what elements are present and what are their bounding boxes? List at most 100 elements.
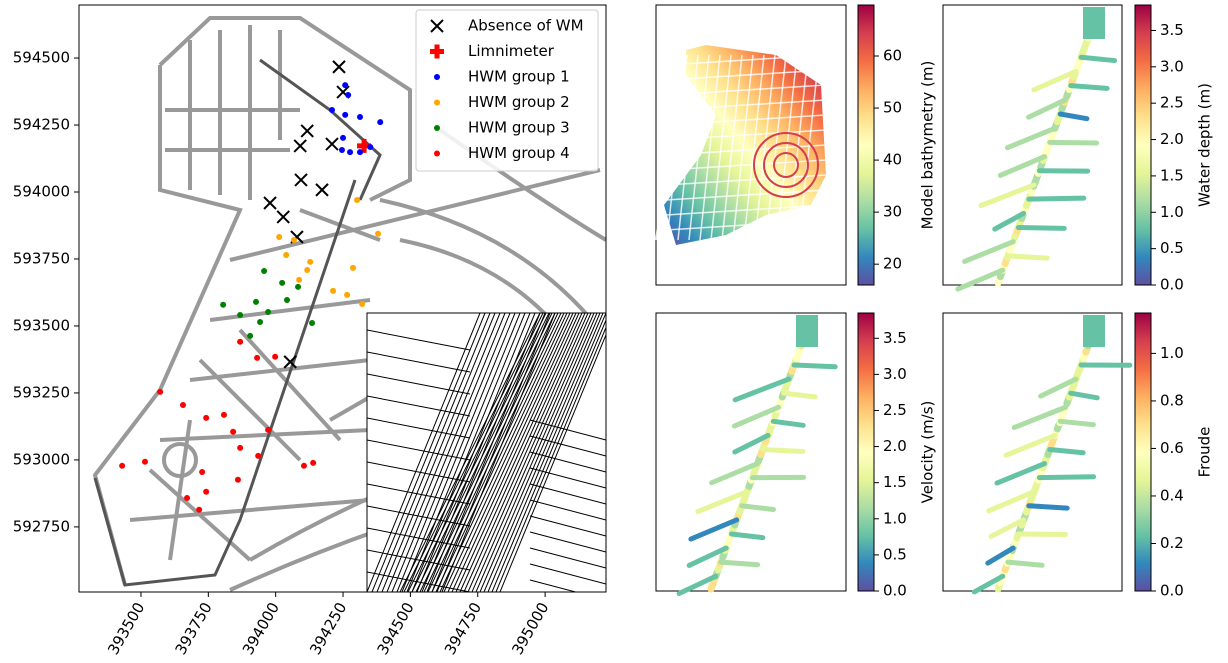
- street: [1015, 225, 1067, 231]
- data-point: [357, 149, 364, 156]
- data-point: [196, 506, 203, 513]
- data-point: [291, 236, 298, 243]
- mesh-line: [439, 313, 571, 592]
- colorbar-tick-label: 0.5: [1160, 239, 1184, 257]
- x-tick-label: 394750: [441, 599, 485, 658]
- street-cells: [955, 21, 1118, 292]
- data-point: [157, 388, 164, 395]
- street: [955, 267, 1006, 292]
- colorbar-tick-label: 1.5: [883, 473, 907, 491]
- data-point: [332, 60, 346, 74]
- street: [665, 114, 827, 126]
- mesh-line: [403, 313, 544, 592]
- street: [665, 174, 827, 186]
- colorbar-tick-label: 20: [883, 255, 902, 273]
- mesh-line: [451, 313, 580, 592]
- legend-label: HWM group 1: [468, 68, 570, 86]
- street: [760, 446, 806, 454]
- street: [1078, 54, 1118, 64]
- y-tick-label: 593500: [13, 316, 70, 334]
- mesh-line: [529, 547, 606, 569]
- data-point: [234, 476, 241, 483]
- street: [1057, 111, 1090, 122]
- legend-marker: [430, 19, 444, 33]
- data-point: [350, 264, 357, 271]
- legend-label: Absence of WM: [468, 17, 584, 35]
- street: [1057, 418, 1096, 428]
- colorbar-tick-label: 60: [883, 47, 902, 65]
- legend-label: HWM group 2: [468, 93, 570, 111]
- street: [665, 129, 827, 141]
- street-block: [796, 315, 818, 347]
- data-point: [220, 411, 227, 418]
- data-point: [119, 462, 126, 469]
- x-tick-label: 393750: [171, 599, 215, 658]
- street: [732, 432, 771, 455]
- street-grid: [655, 54, 827, 241]
- street-block: [1083, 7, 1105, 39]
- street: [1003, 432, 1058, 458]
- y-tick-label: 593250: [13, 383, 70, 401]
- data-point: [357, 138, 372, 153]
- colorbar-tick-label: 50: [883, 99, 902, 117]
- street: [781, 390, 818, 400]
- street: [992, 210, 1027, 232]
- data-point: [304, 266, 311, 273]
- mesh-line: [455, 313, 583, 592]
- street: [665, 99, 827, 111]
- street: [665, 159, 827, 171]
- mesh-line: [436, 313, 551, 592]
- data-point: [199, 468, 206, 475]
- colorbar-tick-label: 1.5: [1160, 166, 1184, 184]
- data-point: [283, 251, 290, 258]
- colorbar-tick-label: 1.0: [883, 509, 907, 527]
- mesh-line: [367, 571, 471, 592]
- street: [665, 54, 827, 66]
- mesh-line: [367, 439, 471, 461]
- x-tick-label: 394250: [306, 599, 350, 658]
- colorbar-tick-label: 0.8: [1160, 391, 1184, 409]
- street: [770, 418, 806, 428]
- data-point: [307, 258, 314, 265]
- street: [962, 239, 1016, 264]
- colorbar-tick-label: 3.5: [883, 329, 907, 347]
- colorbar-tick-label: 2.5: [1160, 94, 1184, 112]
- data-point: [276, 234, 283, 241]
- mesh-line: [396, 313, 511, 592]
- mesh-line: [529, 515, 606, 537]
- colorbar-label: Water depth (m): [1196, 83, 1214, 207]
- street: [997, 154, 1048, 178]
- roundabout: [753, 132, 819, 198]
- mesh-line: [459, 313, 586, 592]
- legend-marker: [434, 150, 440, 157]
- colorbar-tick-label: 0.6: [1160, 439, 1184, 457]
- mesh-line: [367, 373, 471, 395]
- mesh-line: [529, 499, 606, 521]
- data-point: [294, 173, 308, 187]
- colorbar: [857, 4, 875, 286]
- mesh-line: [367, 527, 471, 549]
- x-tick-label: 394500: [374, 599, 418, 658]
- colorbar-tick-label: 3.5: [1160, 21, 1184, 39]
- street: [677, 54, 699, 241]
- data-point: [359, 300, 366, 307]
- mesh-line: [367, 351, 471, 373]
- mesh-line: [431, 313, 565, 592]
- data-point: [342, 82, 349, 89]
- data-point: [340, 134, 347, 141]
- data-point: [338, 146, 345, 153]
- colorbar-tick-label: 1.0: [1160, 344, 1184, 362]
- mesh-line: [367, 329, 471, 351]
- mesh-line: [483, 313, 604, 592]
- colorbar-tick-label: 2.5: [883, 401, 907, 419]
- street: [728, 531, 766, 541]
- colorbar-tick-label: 0.4: [1160, 486, 1184, 504]
- colorbar-tick-label: 1.0: [1160, 203, 1184, 221]
- street: [686, 545, 729, 568]
- colorbar-tick-label: 2.0: [883, 437, 907, 455]
- street: [718, 559, 761, 568]
- colorbar-tick-label: 2.0: [1160, 130, 1184, 148]
- x-tick-label: 393500: [104, 599, 148, 658]
- data-point: [344, 291, 351, 298]
- mesh-lines: [367, 313, 606, 592]
